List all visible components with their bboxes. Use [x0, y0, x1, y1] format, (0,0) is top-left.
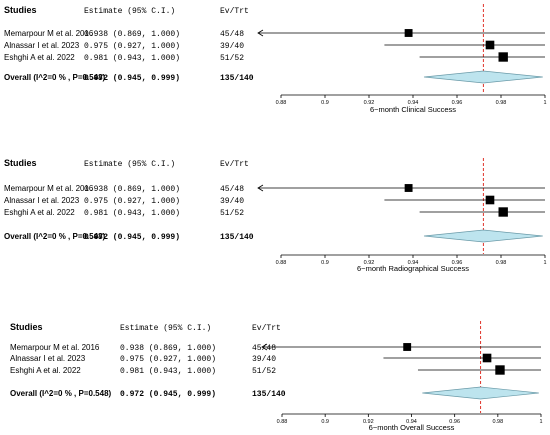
x-axis-label: 6−month Clinical Success [370, 105, 456, 114]
ev-trt-header: Ev/Trt [220, 160, 249, 169]
study-estimate: 0.975 (0.927, 1.000) [84, 42, 180, 51]
overall-events: 135/140 [220, 74, 254, 83]
forest-panel-1: Studies Estimate (95% C.I.) Ev/Trt Memarpou… [4, 4, 547, 114]
forest-panel-3: Studies Estimate (95% C.I.) Ev/Trt Memarpou… [10, 321, 543, 432]
studies-header: Studies [10, 322, 43, 332]
studies-header: Studies [4, 158, 37, 168]
x-tick-label: 0.94 [408, 100, 419, 106]
study-name: Alnassar I et al. 2023 [4, 41, 80, 50]
study-estimate: 0.938 (0.869, 1.000) [84, 30, 180, 39]
study-marker [482, 353, 492, 363]
overall-estimate: 0.972 (0.945, 0.999) [120, 390, 216, 399]
studies-header: Studies [4, 5, 37, 15]
x-tick-label: 1 [539, 419, 542, 425]
x-tick-label: 1 [543, 100, 546, 106]
overall-estimate: 0.972 (0.945, 0.999) [84, 74, 180, 83]
x-tick-label: 0.96 [452, 260, 463, 266]
overall-diamond [422, 386, 539, 400]
estimate-header: Estimate (95% C.I.) [84, 7, 175, 16]
study-marker [485, 195, 495, 205]
study-events: 39/40 [220, 197, 244, 206]
study-estimate: 0.938 (0.869, 1.000) [84, 185, 180, 194]
estimate-header: Estimate (95% C.I.) [84, 160, 175, 169]
overall-name: Overall (I^2=0 % , P=0.548) [10, 389, 112, 398]
x-tick-label: 0.92 [364, 100, 375, 106]
x-tick-label: 0.88 [276, 260, 287, 266]
study-marker [495, 365, 505, 375]
x-axis-label: 6−month Radiographical Success [357, 264, 469, 273]
x-tick-label: 0.88 [277, 419, 288, 425]
ci-arrow [257, 29, 264, 37]
study-events: 45/48 [220, 30, 244, 39]
study-estimate: 0.975 (0.927, 1.000) [120, 355, 216, 364]
x-tick-label: 0.88 [276, 100, 287, 106]
x-tick-label: 1 [543, 260, 546, 266]
study-estimate: 0.938 (0.869, 1.000) [120, 344, 216, 353]
x-tick-label: 0.94 [406, 419, 417, 425]
overall-diamond [423, 70, 543, 84]
study-events: 51/52 [220, 209, 244, 218]
overall-estimate: 0.972 (0.945, 0.999) [84, 233, 180, 242]
x-tick-label: 0.98 [496, 260, 507, 266]
x-axis-label: 6−month Overall Success [369, 423, 455, 432]
x-tick-label: 0.94 [408, 260, 419, 266]
study-name: Eshghi A et al. 2022 [4, 53, 75, 62]
study-marker [403, 343, 412, 351]
x-tick-label: 0.98 [492, 419, 503, 425]
x-tick-label: 0.92 [364, 260, 375, 266]
overall-name: Overall (I^2=0 % , P=0.548) [4, 232, 106, 241]
study-events: 45/48 [220, 185, 244, 194]
study-name: Alnassar I et al. 2023 [10, 354, 86, 363]
study-name: Memarpour M et al. 2016 [10, 343, 100, 352]
overall-diamond [423, 229, 543, 243]
x-tick-label: 0.9 [321, 260, 329, 266]
overall-events: 135/140 [220, 233, 254, 242]
study-estimate: 0.981 (0.943, 1.000) [84, 54, 180, 63]
study-name: Eshghi A et al. 2022 [10, 366, 81, 375]
overall-events: 135/140 [252, 390, 286, 399]
x-tick-label: 0.96 [449, 419, 460, 425]
study-estimate: 0.981 (0.943, 1.000) [120, 367, 216, 376]
ci-arrow [261, 343, 268, 351]
ev-trt-header: Ev/Trt [252, 324, 281, 333]
study-name: Alnassar I et al. 2023 [4, 196, 80, 205]
study-marker [404, 184, 413, 192]
study-estimate: 0.975 (0.927, 1.000) [84, 197, 180, 206]
study-events: 51/52 [252, 367, 276, 376]
ev-trt-header: Ev/Trt [220, 7, 249, 16]
study-marker [404, 29, 413, 37]
forest-panel-2: Studies Estimate (95% C.I.) Ev/Trt Memarpou… [4, 158, 547, 273]
overall-name: Overall (I^2=0 % , P=0.548) [4, 73, 106, 82]
study-marker [485, 40, 495, 50]
ci-arrow [257, 184, 264, 192]
study-marker [498, 207, 508, 217]
study-name: Eshghi A et al. 2022 [4, 208, 75, 217]
study-name: Memarpour M et al. 2016 [4, 29, 94, 38]
x-tick-label: 0.92 [363, 419, 374, 425]
x-tick-label: 0.9 [321, 100, 329, 106]
x-tick-label: 0.98 [496, 100, 507, 106]
study-events: 39/40 [252, 355, 276, 364]
study-events: 51/52 [220, 54, 244, 63]
study-events: 39/40 [220, 42, 244, 51]
study-estimate: 0.981 (0.943, 1.000) [84, 209, 180, 218]
x-tick-label: 0.96 [452, 100, 463, 106]
study-marker [498, 52, 508, 62]
x-tick-label: 0.9 [321, 419, 329, 425]
study-name: Memarpour M et al. 2016 [4, 184, 94, 193]
estimate-header: Estimate (95% C.I.) [120, 324, 211, 333]
